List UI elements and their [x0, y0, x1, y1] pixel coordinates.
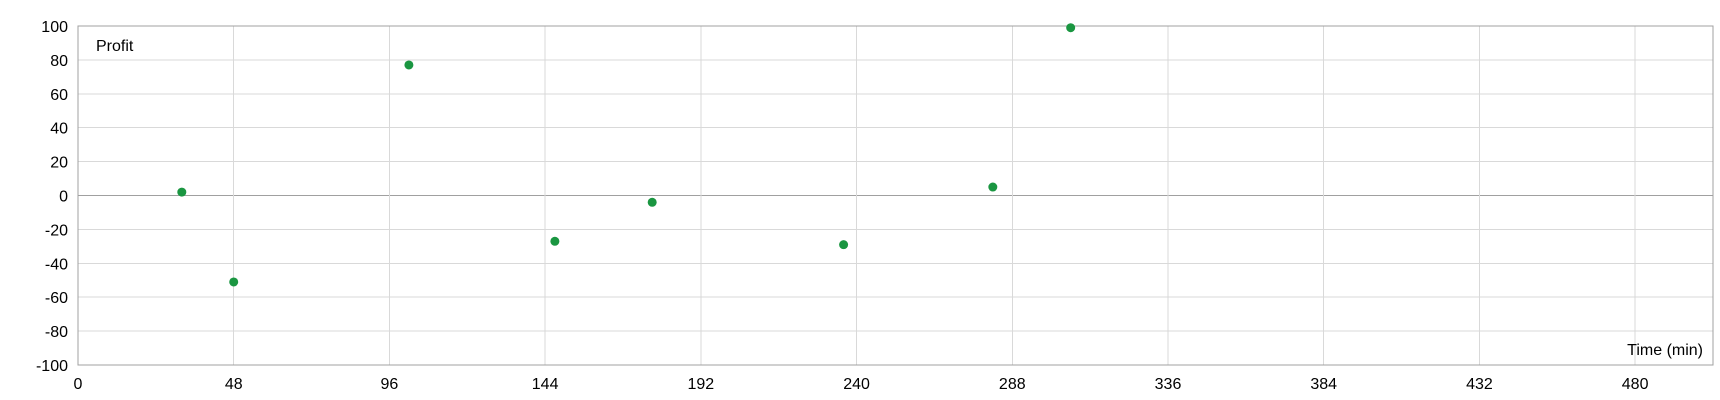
x-tick-label: 336	[1155, 376, 1182, 393]
data-point	[550, 236, 560, 246]
data-point	[229, 277, 239, 287]
plot-frame	[77, 25, 1714, 366]
y-tick-label: -100	[36, 358, 68, 375]
data-point	[177, 187, 187, 197]
data-point	[1066, 23, 1076, 33]
grid-lines	[78, 25, 1713, 366]
x-tick-labels: 0 48 96 144 192 240 288 336 384 432 480	[74, 376, 1649, 393]
x-tick-label: 0	[74, 376, 83, 393]
y-tick-label: 40	[50, 121, 68, 138]
x-tick-label: 192	[688, 376, 715, 393]
y-tick-label: -80	[45, 324, 68, 341]
x-tick-label: 96	[381, 376, 399, 393]
data-point	[404, 60, 414, 70]
x-axis-label: Time (min)	[1627, 342, 1703, 359]
x-tick-label: 480	[1622, 376, 1649, 393]
y-tick-label: 60	[50, 87, 68, 104]
y-tick-labels: -100 -80 -60 -40 -20 0 20 40 60 80 100	[36, 19, 68, 375]
data-points	[177, 23, 1076, 287]
y-axis-label: Profit	[96, 38, 134, 55]
x-tick-label: 288	[999, 376, 1026, 393]
x-tick-label: 384	[1310, 376, 1337, 393]
x-tick-label: 432	[1466, 376, 1493, 393]
y-tick-label: 0	[59, 189, 68, 206]
x-tick-label: 240	[843, 376, 870, 393]
y-tick-label: 80	[50, 53, 68, 70]
data-point	[647, 197, 657, 207]
y-tick-label: -20	[45, 222, 68, 239]
data-point	[839, 240, 849, 250]
y-tick-label: 100	[41, 19, 68, 36]
y-tick-label: -40	[45, 256, 68, 273]
data-point	[988, 182, 998, 192]
axes	[77, 25, 1714, 366]
y-tick-label: -60	[45, 290, 68, 307]
x-tick-label: 144	[532, 376, 559, 393]
x-tick-label: 48	[225, 376, 243, 393]
y-tick-label: 20	[50, 155, 68, 172]
